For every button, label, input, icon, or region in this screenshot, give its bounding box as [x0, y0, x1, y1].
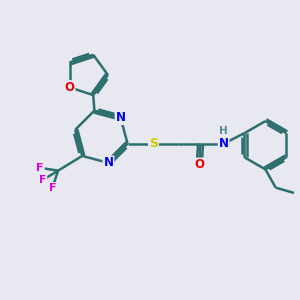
- Text: S: S: [149, 137, 158, 150]
- Text: F: F: [36, 163, 44, 173]
- Text: N: N: [116, 111, 126, 124]
- Text: N: N: [103, 156, 113, 170]
- Text: N: N: [219, 137, 229, 150]
- Text: O: O: [194, 158, 204, 172]
- Text: H: H: [219, 126, 228, 136]
- Text: O: O: [64, 81, 74, 94]
- Text: F: F: [39, 175, 46, 185]
- Text: F: F: [49, 183, 56, 193]
